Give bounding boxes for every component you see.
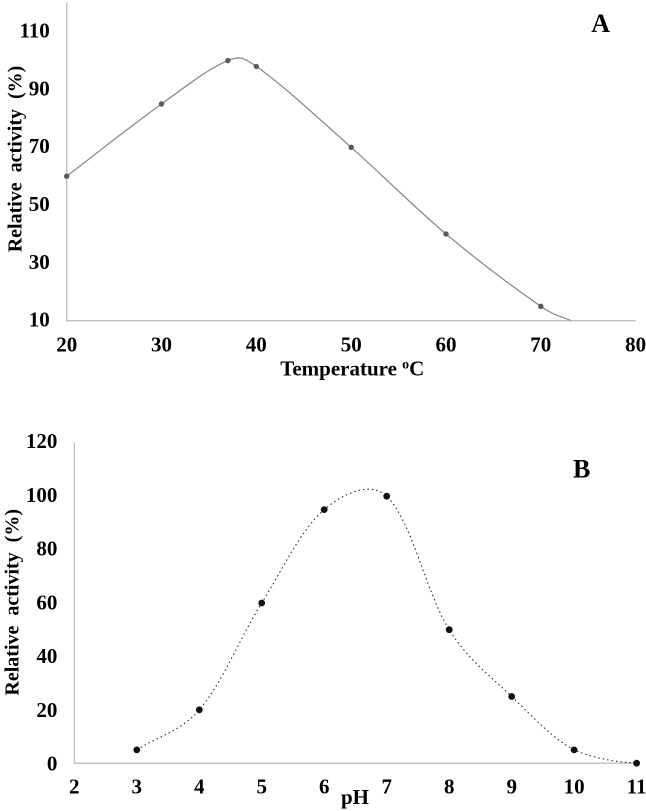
svg-text:0: 0 <box>47 752 58 776</box>
svg-text:11: 11 <box>627 775 646 799</box>
svg-text:5: 5 <box>256 775 267 799</box>
svg-text:30: 30 <box>151 333 172 357</box>
svg-text:4: 4 <box>194 775 205 799</box>
svg-text:Relative activity (%): Relative activity (%) <box>1 509 23 696</box>
svg-text:2: 2 <box>69 775 80 799</box>
svg-text:110: 110 <box>19 19 49 43</box>
svg-text:90: 90 <box>29 76 50 100</box>
svg-text:20: 20 <box>56 333 77 357</box>
svg-text:Temperature oC: Temperature oC <box>280 357 424 381</box>
svg-text:10: 10 <box>29 308 50 332</box>
svg-text:70: 70 <box>29 134 50 158</box>
svg-text:100: 100 <box>26 483 58 507</box>
svg-text:B: B <box>573 454 590 483</box>
svg-text:9: 9 <box>506 775 517 799</box>
svg-text:50: 50 <box>29 192 50 216</box>
svg-text:80: 80 <box>36 537 57 561</box>
svg-text:3: 3 <box>132 775 143 799</box>
svg-text:6: 6 <box>319 775 330 799</box>
svg-text:40: 40 <box>246 333 267 357</box>
svg-text:30: 30 <box>29 250 50 274</box>
svg-text:80: 80 <box>625 333 646 357</box>
svg-text:7: 7 <box>381 775 392 799</box>
svg-text:pH: pH <box>341 785 369 809</box>
svg-text:60: 60 <box>36 590 57 614</box>
svg-text:40: 40 <box>36 644 57 668</box>
svg-text:70: 70 <box>530 333 551 357</box>
svg-text:60: 60 <box>436 333 457 357</box>
svg-text:A: A <box>591 9 610 38</box>
svg-text:10: 10 <box>564 775 585 799</box>
svg-text:120: 120 <box>26 429 58 453</box>
svg-text:8: 8 <box>444 775 455 799</box>
svg-text:Relative activity (%): Relative activity (%) <box>4 66 26 253</box>
svg-text:50: 50 <box>341 333 362 357</box>
svg-text:20: 20 <box>36 698 57 722</box>
